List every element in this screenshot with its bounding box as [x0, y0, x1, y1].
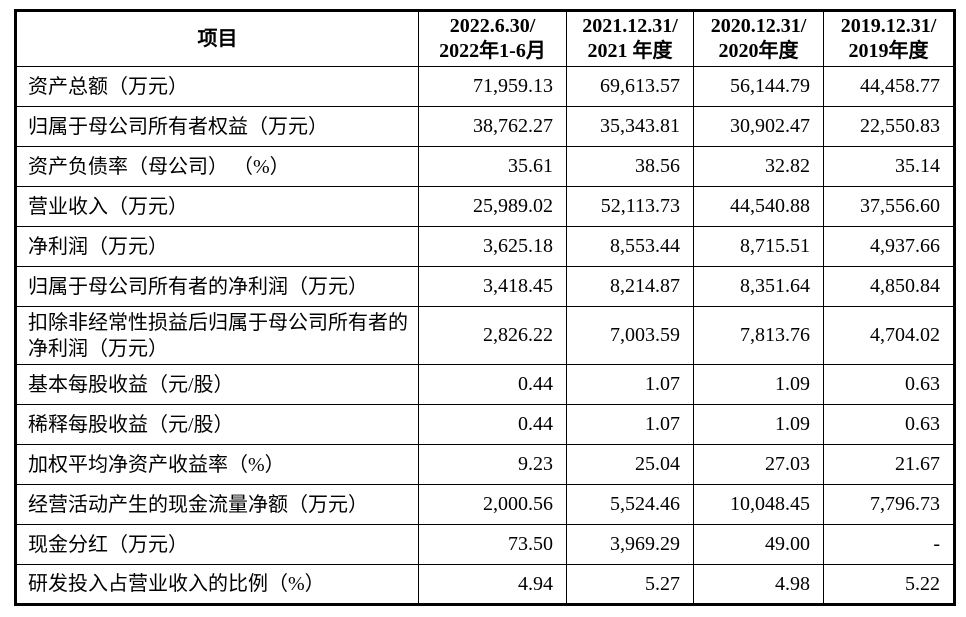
value-cell: 4.94: [418, 564, 567, 605]
col-header-item: 项目: [15, 10, 419, 67]
row-label: 资产负债率（母公司） （%）: [15, 146, 419, 187]
table-row: 加权平均净资产收益率（%） 9.23 25.04 27.03 21.67: [15, 444, 955, 485]
col-header-2021: 2021.12.31/ 2021 年度: [566, 10, 694, 67]
value-cell: 9.23: [418, 444, 567, 485]
row-label: 归属于母公司所有者权益（万元）: [15, 106, 419, 147]
value-cell: 73.50: [418, 524, 567, 565]
col-header-line1: 2020.12.31/: [710, 15, 807, 37]
value-cell: 4.98: [693, 564, 824, 605]
value-cell: 2,826.22: [418, 306, 567, 365]
table-row: 营业收入（万元） 25,989.02 52,113.73 44,540.88 3…: [15, 186, 955, 227]
value-cell: 2,000.56: [418, 484, 567, 525]
row-label: 营业收入（万元）: [15, 186, 419, 227]
value-cell: 0.44: [418, 404, 567, 445]
col-header-2022: 2022.6.30/ 2022年1-6月: [418, 10, 567, 67]
row-label: 经营活动产生的现金流量净额（万元）: [15, 484, 419, 525]
value-cell: 44,458.77: [823, 66, 955, 107]
value-cell: 56,144.79: [693, 66, 824, 107]
value-cell: 35.61: [418, 146, 567, 187]
table-row: 归属于母公司所有者的净利润（万元） 3,418.45 8,214.87 8,35…: [15, 266, 955, 307]
value-cell: 7,813.76: [693, 306, 824, 365]
table-row: 经营活动产生的现金流量净额（万元） 2,000.56 5,524.46 10,0…: [15, 484, 955, 525]
value-cell: 5,524.46: [566, 484, 694, 525]
col-header-2019: 2019.12.31/ 2019年度: [823, 10, 955, 67]
table-row: 资产负债率（母公司） （%） 35.61 38.56 32.82 35.14: [15, 146, 955, 187]
value-cell: 7,796.73: [823, 484, 955, 525]
col-header-line1: 2019.12.31/: [840, 15, 937, 37]
value-cell: 52,113.73: [566, 186, 694, 227]
value-cell: 10,048.45: [693, 484, 824, 525]
value-cell: 25,989.02: [418, 186, 567, 227]
value-cell: 5.27: [566, 564, 694, 605]
row-label: 基本每股收益（元/股）: [15, 364, 419, 405]
header-row: 项目 2022.6.30/ 2022年1-6月 2021.12.31/ 2021…: [15, 10, 955, 67]
value-cell: 8,351.64: [693, 266, 824, 307]
value-cell: 35,343.81: [566, 106, 694, 147]
value-cell: 32.82: [693, 146, 824, 187]
col-header-line2: 2021 年度: [587, 40, 673, 62]
value-cell: 37,556.60: [823, 186, 955, 227]
row-label: 稀释每股收益（元/股）: [15, 404, 419, 445]
value-cell: 8,715.51: [693, 226, 824, 267]
value-cell: 25.04: [566, 444, 694, 485]
row-label: 现金分红（万元）: [15, 524, 419, 565]
value-cell: 21.67: [823, 444, 955, 485]
row-label: 净利润（万元）: [15, 226, 419, 267]
value-cell: 8,553.44: [566, 226, 694, 267]
value-cell: 8,214.87: [566, 266, 694, 307]
col-header-line1: 2022.6.30/: [449, 15, 536, 37]
value-cell: 4,850.84: [823, 266, 955, 307]
value-cell: 44,540.88: [693, 186, 824, 227]
row-label: 加权平均净资产收益率（%）: [15, 444, 419, 485]
table-row: 净利润（万元） 3,625.18 8,553.44 8,715.51 4,937…: [15, 226, 955, 267]
value-cell: 1.07: [566, 404, 694, 445]
table-row: 扣除非经常性损益后归属于母公司所有者的净利润（万元） 2,826.22 7,00…: [15, 306, 955, 365]
value-cell: 3,625.18: [418, 226, 567, 267]
value-cell: 4,704.02: [823, 306, 955, 365]
value-cell: 3,418.45: [418, 266, 567, 307]
value-cell: 0.63: [823, 404, 955, 445]
col-header-line1: 2021.12.31/: [582, 15, 678, 37]
col-header-line2: 2022年1-6月: [439, 40, 546, 62]
value-cell: 71,959.13: [418, 66, 567, 107]
value-cell: 1.09: [693, 364, 824, 405]
value-cell: 5.22: [823, 564, 955, 605]
value-cell: 1.07: [566, 364, 694, 405]
table-row: 归属于母公司所有者权益（万元） 38,762.27 35,343.81 30,9…: [15, 106, 955, 147]
value-cell: 3,969.29: [566, 524, 694, 565]
row-label: 研发投入占营业收入的比例（%）: [15, 564, 419, 605]
value-cell: 7,003.59: [566, 306, 694, 365]
value-cell: 1.09: [693, 404, 824, 445]
table-row: 资产总额（万元） 71,959.13 69,613.57 56,144.79 4…: [15, 66, 955, 107]
value-cell: 30,902.47: [693, 106, 824, 147]
value-cell: 0.63: [823, 364, 955, 405]
value-cell: 4,937.66: [823, 226, 955, 267]
table-row: 基本每股收益（元/股） 0.44 1.07 1.09 0.63: [15, 364, 955, 405]
value-cell: 49.00: [693, 524, 824, 565]
value-cell: 38.56: [566, 146, 694, 187]
value-cell: 38,762.27: [418, 106, 567, 147]
table-row: 研发投入占营业收入的比例（%） 4.94 5.27 4.98 5.22: [15, 564, 955, 605]
table-row: 现金分红（万元） 73.50 3,969.29 49.00 -: [15, 524, 955, 565]
value-cell: -: [823, 524, 955, 565]
row-label: 扣除非经常性损益后归属于母公司所有者的净利润（万元）: [15, 306, 419, 365]
value-cell: 0.44: [418, 364, 567, 405]
row-label: 资产总额（万元）: [15, 66, 419, 107]
table-row: 稀释每股收益（元/股） 0.44 1.07 1.09 0.63: [15, 404, 955, 445]
value-cell: 35.14: [823, 146, 955, 187]
value-cell: 22,550.83: [823, 106, 955, 147]
col-header-line2: 2019年度: [848, 40, 929, 62]
col-header-item-label: 项目: [197, 27, 238, 50]
col-header-2020: 2020.12.31/ 2020年度: [693, 10, 824, 67]
value-cell: 69,613.57: [566, 66, 694, 107]
col-header-line2: 2020年度: [718, 40, 799, 62]
value-cell: 27.03: [693, 444, 824, 485]
row-label: 归属于母公司所有者的净利润（万元）: [15, 266, 419, 307]
financial-summary-table: 项目 2022.6.30/ 2022年1-6月 2021.12.31/ 2021…: [14, 9, 956, 606]
